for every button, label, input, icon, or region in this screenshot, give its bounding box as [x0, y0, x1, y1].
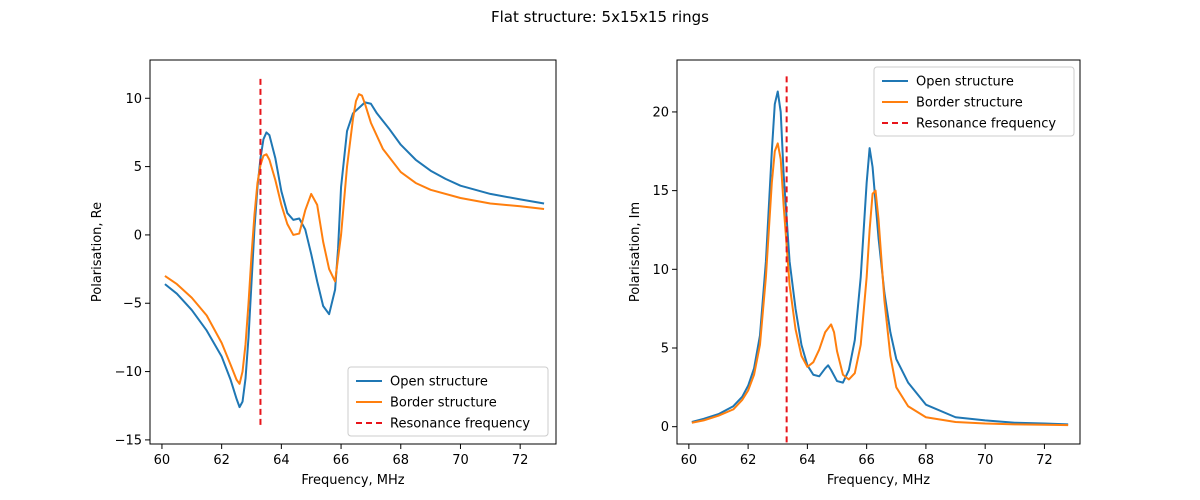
- legend-label-resonance: Resonance frequency: [916, 117, 1056, 132]
- y-tick-label: 0: [134, 228, 142, 243]
- plot-frame: [676, 59, 1081, 445]
- legend-label-border: Border structure: [390, 396, 497, 411]
- y-axis-label: Polarisation, Im: [628, 202, 643, 302]
- x-axis-label: Frequency, MHz: [827, 473, 930, 488]
- y-tick-label: 5: [134, 160, 142, 175]
- y-tick-label: 0: [661, 420, 669, 435]
- y-tick-label: 20: [652, 105, 669, 120]
- legend-box: [347, 366, 549, 437]
- x-tick-label: 62: [740, 453, 757, 468]
- legend: Open structure Border structure Resonance …: [347, 366, 549, 437]
- x-tick-label: 72: [512, 453, 529, 468]
- legend-label-open: Open structure: [390, 375, 488, 390]
- x-tick-label: 70: [452, 453, 469, 468]
- legend-label-resonance: Resonance frequency: [390, 417, 530, 432]
- figure-title: Flat structure: 5x15x15 rings: [491, 8, 709, 26]
- x-axis-label: Frequency, MHz: [301, 473, 404, 488]
- series-line-open-structure: [691, 90, 1069, 426]
- legend-label-border: Border structure: [916, 96, 1023, 111]
- y-tick-label: −10: [115, 365, 142, 380]
- legend-label-open: Open structure: [916, 75, 1014, 90]
- x-tick-label: 60: [681, 453, 698, 468]
- left-chart-real: 60 62 64 66 68 70 72 −15 −10 −5 0 5 10 Frequency, MHz…: [90, 59, 557, 488]
- y-tick-label: 5: [661, 342, 669, 357]
- y-tick-label: −15: [115, 433, 142, 448]
- x-tick-label: 64: [273, 453, 290, 468]
- x-tick-label: 72: [1036, 453, 1053, 468]
- right-chart-imag: 60 62 64 66 68 70 72 0 5 10 15 20 Frequency, MHz Pola…: [628, 59, 1081, 488]
- legend-box: [873, 66, 1075, 137]
- x-tick-label: 68: [392, 453, 409, 468]
- series-line-border-structure: [691, 142, 1069, 427]
- legend: Open structure Border structure Resonance …: [873, 66, 1075, 137]
- x-tick-label: 62: [213, 453, 230, 468]
- x-tick-label: 66: [858, 453, 875, 468]
- x-tick-label: 60: [154, 453, 171, 468]
- x-tick-label: 64: [799, 453, 816, 468]
- y-tick-label: −5: [123, 297, 142, 312]
- y-tick-label: 15: [652, 184, 669, 199]
- series-line-border-structure: [164, 93, 545, 385]
- x-tick-label: 66: [333, 453, 350, 468]
- y-axis-label: Polarisation, Re: [90, 202, 105, 302]
- x-tick-label: 68: [918, 453, 935, 468]
- plot-frame: [149, 59, 557, 445]
- y-tick-label: 10: [125, 92, 142, 107]
- y-tick-label: 10: [652, 263, 669, 278]
- x-tick-label: 70: [977, 453, 994, 468]
